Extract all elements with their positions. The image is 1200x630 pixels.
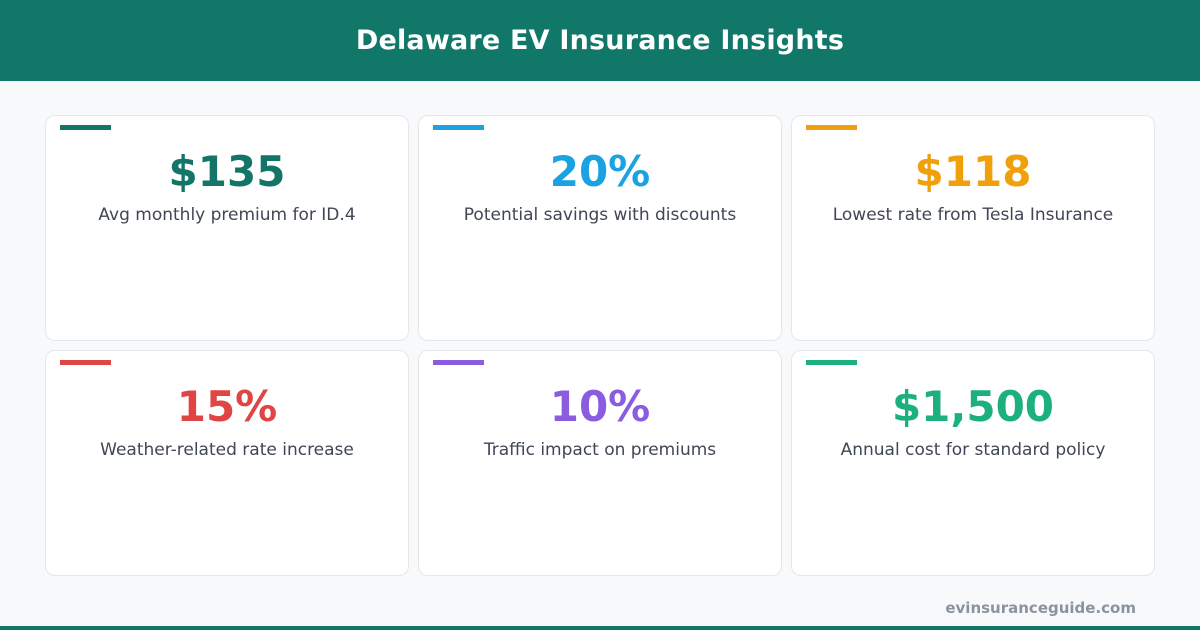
card-accent-bar: [60, 125, 111, 130]
stat-value: 15%: [176, 382, 278, 431]
stat-card-monthly-premium: $135 Avg monthly premium for ID.4: [45, 115, 409, 341]
stat-label: Annual cost for standard policy: [840, 440, 1106, 460]
page-title: Delaware EV Insurance Insights: [355, 25, 845, 56]
stat-label: Traffic impact on premiums: [483, 440, 717, 460]
stat-label: Weather-related rate increase: [100, 440, 354, 460]
card-accent-bar: [806, 125, 857, 130]
card-accent-bar: [60, 360, 111, 365]
footer-bar: [0, 626, 1200, 630]
card-accent-bar: [433, 125, 484, 130]
stat-value: $135: [168, 147, 286, 196]
stat-value: $118: [914, 147, 1032, 196]
stat-card-annual-cost: $1,500 Annual cost for standard policy: [791, 350, 1155, 576]
stat-label: Potential savings with discounts: [463, 205, 737, 225]
card-accent-bar: [433, 360, 484, 365]
stat-label: Avg monthly premium for ID.4: [98, 205, 356, 225]
stat-label: Lowest rate from Tesla Insurance: [832, 205, 1114, 225]
stat-card-discount-savings: 20% Potential savings with discounts: [418, 115, 782, 341]
stat-card-traffic-impact: 10% Traffic impact on premiums: [418, 350, 782, 576]
footer-site-url: evinsuranceguide.com: [945, 599, 1136, 617]
stat-value: 10%: [549, 382, 651, 431]
header-banner: Delaware EV Insurance Insights: [0, 0, 1200, 81]
stat-card-lowest-rate: $118 Lowest rate from Tesla Insurance: [791, 115, 1155, 341]
stat-value: 20%: [549, 147, 651, 196]
stat-value: $1,500: [891, 382, 1055, 431]
stats-grid: $135 Avg monthly premium for ID.4 20% Po…: [45, 115, 1155, 576]
card-accent-bar: [806, 360, 857, 365]
stat-card-weather-increase: 15% Weather-related rate increase: [45, 350, 409, 576]
